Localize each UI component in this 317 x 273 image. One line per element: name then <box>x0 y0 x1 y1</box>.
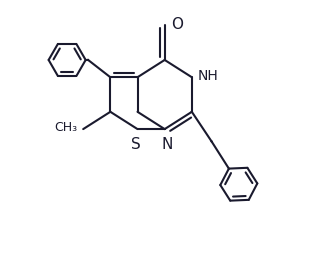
Text: O: O <box>171 17 183 32</box>
Text: S: S <box>132 136 141 152</box>
Text: NH: NH <box>198 69 219 83</box>
Text: N: N <box>161 136 173 152</box>
Text: CH₃: CH₃ <box>54 121 77 134</box>
